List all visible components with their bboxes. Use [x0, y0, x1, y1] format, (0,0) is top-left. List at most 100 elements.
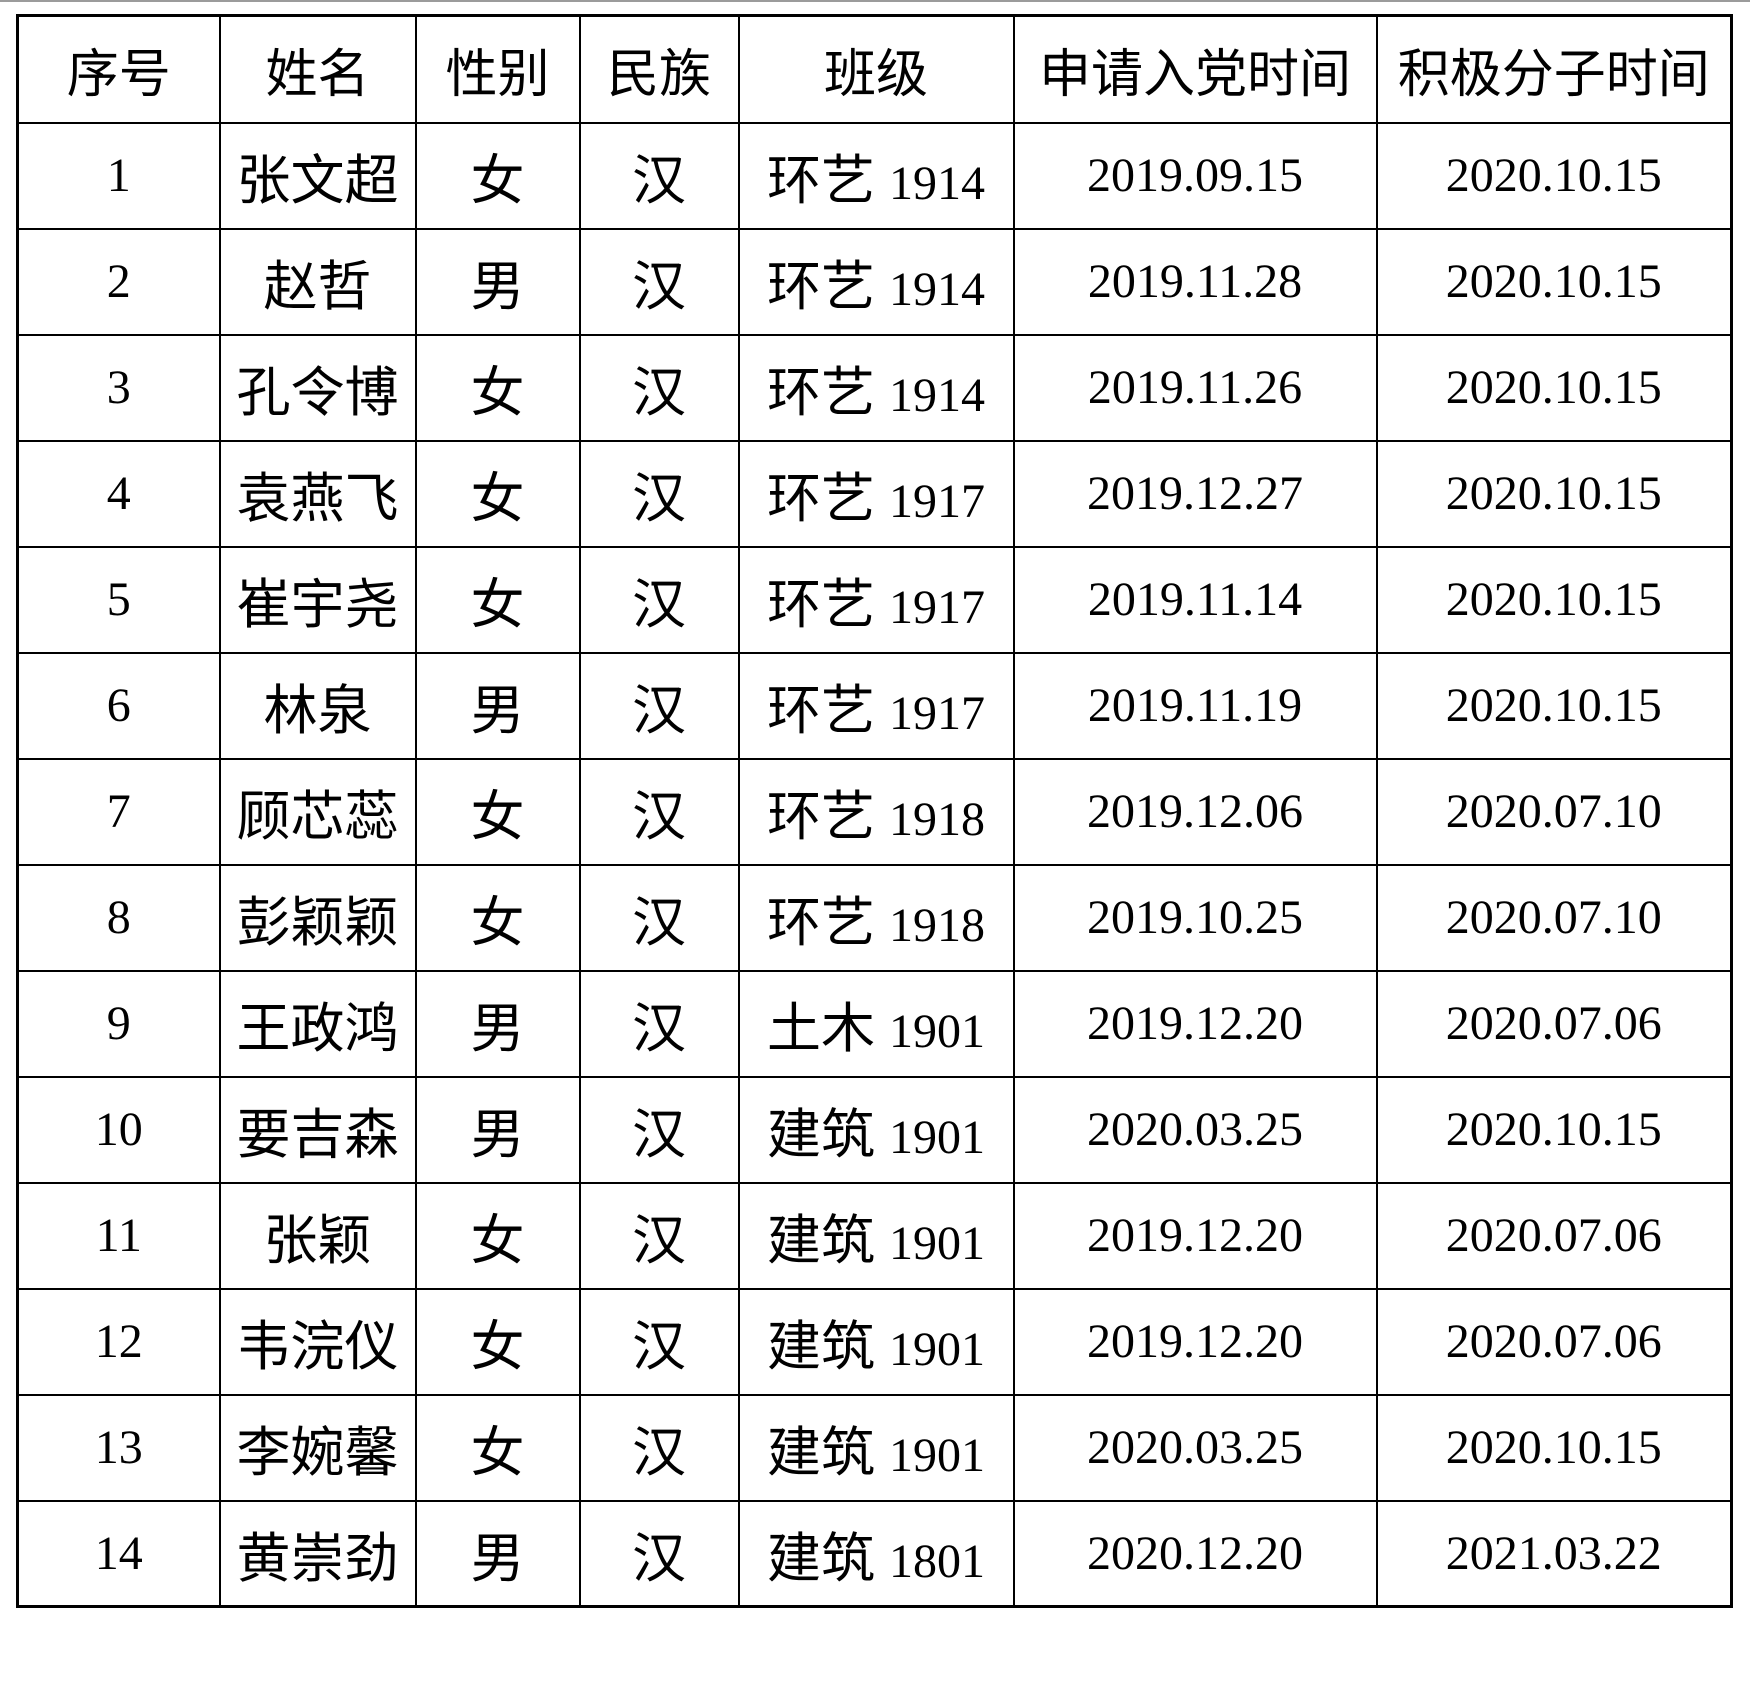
cell-activist-date: 2020.10.15	[1375, 333, 1733, 442]
table-row: 3 孔令博 女 汉 环艺 1914 2019.11.26 2020.10.15	[16, 333, 1733, 442]
cell-serial-number: 6	[16, 651, 221, 760]
cell-apply-date: 2019.11.19	[1012, 651, 1378, 760]
cell-serial-number: 8	[16, 863, 221, 972]
cell-name: 崔宇尧	[218, 545, 417, 654]
cell-name: 李婉馨	[218, 1393, 417, 1502]
cell-class: 建筑 1901	[737, 1181, 1015, 1290]
table-row: 1 张文超 女 汉 环艺 1914 2019.09.15 2020.10.15	[16, 121, 1733, 230]
class-number-text: 1914	[889, 369, 985, 422]
class-major-text: 环艺	[767, 469, 875, 529]
class-major-text: 环艺	[767, 893, 875, 953]
table-row: 10 要吉森 男 汉 建筑 1901 2020.03.25 2020.10.15	[16, 1075, 1733, 1184]
class-number-text: 1901	[889, 1111, 985, 1164]
cell-apply-date: 2019.11.26	[1012, 333, 1378, 442]
cell-ethnicity: 汉	[578, 121, 740, 230]
screenshot-top-edge-artifact	[0, 0, 1750, 2]
cell-name: 顾芯蕊	[218, 757, 417, 866]
cell-gender: 男	[414, 1075, 581, 1184]
cell-ethnicity: 汉	[578, 1393, 740, 1502]
cell-apply-date: 2020.03.25	[1012, 1393, 1378, 1502]
cell-serial-number: 14	[16, 1499, 221, 1608]
cell-name: 张文超	[218, 121, 417, 230]
cell-apply-date: 2019.12.27	[1012, 439, 1378, 548]
cell-serial-number: 7	[16, 757, 221, 866]
cell-serial-number: 11	[16, 1181, 221, 1290]
cell-ethnicity: 汉	[578, 1499, 740, 1608]
cell-class: 环艺 1917	[737, 439, 1015, 548]
cell-ethnicity: 汉	[578, 545, 740, 654]
class-number-text: 1801	[889, 1534, 985, 1588]
cell-ethnicity: 汉	[578, 757, 740, 866]
cell-activist-date: 2020.07.06	[1375, 1287, 1733, 1396]
class-number-text: 1901	[889, 1429, 985, 1482]
header-ethnicity: 民族	[578, 14, 740, 124]
header-row: 序号 姓名 性别 民族 班级 申请入党时间 积极分子时间	[16, 14, 1733, 124]
class-number-text: 1914	[889, 157, 985, 210]
cell-activist-date: 2020.07.10	[1375, 863, 1733, 972]
cell-apply-date: 2019.12.20	[1012, 1287, 1378, 1396]
cell-ethnicity: 汉	[578, 1075, 740, 1184]
class-major-text: 建筑	[767, 1105, 875, 1165]
cell-gender: 女	[414, 1287, 581, 1396]
cell-gender: 女	[414, 1393, 581, 1502]
cell-class: 环艺 1918	[737, 863, 1015, 972]
cell-ethnicity: 汉	[578, 439, 740, 548]
cell-activist-date: 2020.10.15	[1375, 227, 1733, 336]
cell-name: 彭颖颖	[218, 863, 417, 972]
cell-activist-date: 2020.10.15	[1375, 439, 1733, 548]
cell-apply-date: 2019.12.20	[1012, 1181, 1378, 1290]
cell-serial-number: 1	[16, 121, 221, 230]
class-major-text: 土木	[767, 999, 875, 1059]
cell-gender: 男	[414, 969, 581, 1078]
cell-ethnicity: 汉	[578, 863, 740, 972]
cell-class: 环艺 1914	[737, 333, 1015, 442]
cell-class: 建筑 1901	[737, 1393, 1015, 1502]
class-major-text: 建筑	[767, 1423, 875, 1483]
table-row: 14 黄崇劲 男 汉 建筑 1801 2020.12.20 2021.03.22	[16, 1499, 1733, 1608]
table-row: 13 李婉馨 女 汉 建筑 1901 2020.03.25 2020.10.15	[16, 1393, 1733, 1502]
table-row: 11 张颖 女 汉 建筑 1901 2019.12.20 2020.07.06	[16, 1181, 1733, 1290]
class-number-text: 1917	[889, 475, 985, 528]
cell-ethnicity: 汉	[578, 1181, 740, 1290]
header-apply-date: 申请入党时间	[1012, 14, 1378, 124]
cell-serial-number: 13	[16, 1393, 221, 1502]
cell-ethnicity: 汉	[578, 651, 740, 760]
class-number-text: 1914	[889, 263, 985, 316]
class-major-text: 环艺	[767, 787, 875, 847]
table-row: 8 彭颖颖 女 汉 环艺 1918 2019.10.25 2020.07.10	[16, 863, 1733, 972]
cell-activist-date: 2021.03.22	[1375, 1499, 1733, 1608]
cell-gender: 女	[414, 757, 581, 866]
table-row: 9 王政鸿 男 汉 土木 1901 2019.12.20 2020.07.06	[16, 969, 1733, 1078]
cell-serial-number: 2	[16, 227, 221, 336]
cell-name: 袁燕飞	[218, 439, 417, 548]
table-row: 2 赵哲 男 汉 环艺 1914 2019.11.28 2020.10.15	[16, 227, 1733, 336]
class-number-text: 1918	[889, 793, 985, 846]
table-row: 12 韦浣仪 女 汉 建筑 1901 2019.12.20 2020.07.06	[16, 1287, 1733, 1396]
cell-class: 环艺 1917	[737, 651, 1015, 760]
cell-name: 王政鸿	[218, 969, 417, 1078]
table-body: 1 张文超 女 汉 环艺 1914 2019.09.15 2020.10.15 2…	[16, 121, 1733, 1608]
cell-gender: 男	[414, 227, 581, 336]
cell-activist-date: 2020.10.15	[1375, 1075, 1733, 1184]
cell-gender: 女	[414, 121, 581, 230]
class-major-text: 环艺	[767, 575, 875, 635]
cell-ethnicity: 汉	[578, 227, 740, 336]
table-row: 7 顾芯蕊 女 汉 环艺 1918 2019.12.06 2020.07.10	[16, 757, 1733, 866]
cell-serial-number: 4	[16, 439, 221, 548]
cell-class: 环艺 1918	[737, 757, 1015, 866]
cell-gender: 女	[414, 863, 581, 972]
class-number-text: 1901	[889, 1005, 985, 1058]
cell-activist-date: 2020.10.15	[1375, 1393, 1733, 1502]
cell-ethnicity: 汉	[578, 333, 740, 442]
class-major-text: 建筑	[767, 1211, 875, 1271]
cell-apply-date: 2019.12.06	[1012, 757, 1378, 866]
cell-serial-number: 12	[16, 1287, 221, 1396]
cell-class: 建筑 1901	[737, 1075, 1015, 1184]
cell-class: 建筑 1901	[737, 1287, 1015, 1396]
cell-apply-date: 2020.03.25	[1012, 1075, 1378, 1184]
applicant-roster-table: 序号 姓名 性别 民族 班级 申请入党时间 积极分子时间 1 张文超 女 汉 环…	[16, 14, 1733, 1608]
cell-gender: 男	[414, 651, 581, 760]
cell-activist-date: 2020.07.06	[1375, 969, 1733, 1078]
class-number-text: 1901	[889, 1323, 985, 1376]
cell-class: 环艺 1917	[737, 545, 1015, 654]
